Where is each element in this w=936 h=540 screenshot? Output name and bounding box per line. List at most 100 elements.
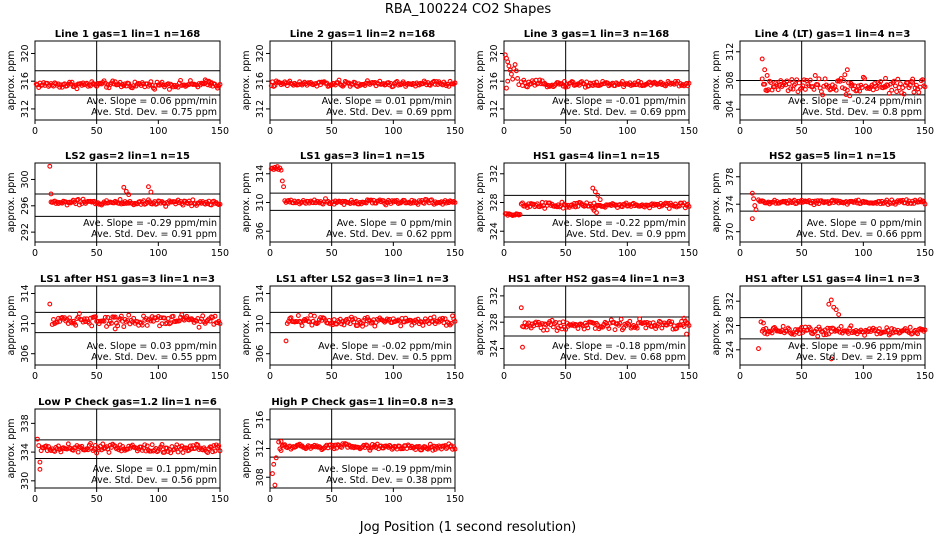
x-tick-label: 50 — [326, 371, 338, 382]
stddev-annotation: Ave. Std. Dev. = 2.19 ppm — [796, 352, 922, 363]
data-series — [749, 190, 928, 222]
x-tick-label: 0 — [32, 371, 38, 382]
data-point — [922, 327, 928, 333]
data-point — [885, 202, 891, 207]
data-point — [828, 356, 834, 362]
x-tick-label: 50 — [560, 126, 572, 137]
data-point — [102, 314, 108, 320]
x-tick-label: 100 — [149, 371, 167, 382]
data-point — [758, 319, 764, 325]
data-point — [544, 327, 550, 333]
data-point — [807, 77, 813, 83]
data-point — [524, 84, 530, 90]
slope-annotation: Ave. Slope = -0.29 ppm/min — [83, 218, 217, 229]
x-tick-label: 100 — [384, 494, 402, 505]
stddev-annotation: Ave. Std. Dev. = 0.75 ppm — [91, 107, 217, 118]
data-point — [791, 331, 797, 337]
data-series — [268, 77, 458, 90]
data-point — [912, 85, 918, 91]
panel-1: Line 1 gas=1 lin=1 n=168 0 50 100 150 312 316 3… — [6, 29, 229, 137]
data-point — [278, 438, 284, 444]
x-tick-label: 0 — [501, 248, 507, 259]
data-point — [311, 313, 317, 319]
x-tick-label: 150 — [446, 126, 464, 137]
y-tick-label: 320 — [20, 44, 31, 62]
panel-title: High P Check gas=1 lin=0.8 n=3 — [271, 397, 453, 408]
data-point — [217, 321, 223, 327]
slope-annotation: Ave. Slope = 0 ppm/min — [337, 218, 452, 229]
data-point — [847, 93, 853, 99]
data-point — [895, 76, 901, 82]
data-point — [643, 325, 649, 331]
data-point — [179, 312, 185, 318]
panel-5: LS2 gas=2 lin=1 n=15 0 50 100 150 292 296 300ap… — [6, 151, 229, 259]
data-point — [75, 449, 81, 455]
data-point — [94, 450, 100, 456]
data-point — [508, 71, 514, 77]
data-point — [907, 324, 913, 330]
data-point — [430, 447, 436, 453]
data-point — [217, 81, 223, 87]
data-point — [594, 210, 599, 216]
y-tick-label: 306 — [20, 345, 31, 363]
panel-title: LS2 gas=2 lin=1 n=15 — [65, 151, 190, 162]
y-tick-label: 324 — [489, 339, 500, 357]
x-tick-label: 100 — [384, 126, 402, 137]
x-tick-label: 0 — [501, 371, 507, 382]
data-point — [681, 315, 687, 321]
y-tick-label: 332 — [489, 287, 500, 305]
data-point — [894, 89, 900, 95]
data-point — [196, 324, 202, 330]
data-point — [844, 87, 850, 93]
data-point — [542, 205, 548, 211]
data-point — [789, 77, 795, 83]
data-point — [139, 322, 145, 328]
panel-10: LS1 after LS2 gas=3 lin=1 n=3 0 50 100 150 30… — [241, 274, 464, 382]
y-tick-label: 310 — [255, 315, 266, 333]
data-point — [807, 326, 813, 332]
panel-9: LS1 after HS1 gas=3 lin=1 n=3 0 50 100 150 30… — [6, 274, 229, 382]
data-point — [759, 76, 765, 82]
data-point — [126, 192, 132, 198]
data-point — [821, 332, 827, 338]
y-tick-label: 306 — [255, 345, 266, 363]
data-point — [597, 197, 603, 203]
x-tick-label: 100 — [618, 126, 636, 137]
data-series — [283, 312, 458, 344]
x-tick-label: 150 — [211, 248, 229, 259]
data-point — [109, 320, 114, 326]
data-point — [885, 327, 891, 333]
data-point — [920, 77, 925, 83]
data-point — [889, 326, 895, 332]
y-axis-label: approx. ppm — [475, 50, 486, 110]
data-point — [447, 78, 453, 84]
data-point — [117, 316, 123, 322]
slope-annotation: Ave. Slope = -0.22 ppm/min — [552, 218, 686, 229]
y-tick-label: 300 — [20, 170, 31, 188]
data-point — [448, 321, 454, 326]
data-series — [33, 77, 223, 92]
y-tick-label: 316 — [255, 411, 266, 429]
y-tick-label: 312 — [725, 43, 736, 61]
y-tick-label: 304 — [725, 100, 736, 118]
data-point — [43, 443, 49, 449]
data-point — [762, 330, 768, 336]
panel-4: Line 4 (LT) gas=1 lin=4 n=3 0 50 100 150 304 3… — [711, 29, 934, 137]
data-point — [101, 318, 107, 324]
data-point — [155, 313, 161, 319]
y-tick-label: 370 — [725, 223, 736, 241]
x-tick-label: 50 — [91, 371, 103, 382]
panel-title: HS2 gas=5 lin=1 n=15 — [769, 151, 896, 162]
data-point — [67, 315, 72, 321]
data-point — [634, 325, 640, 331]
slope-annotation: Ave. Slope = 0.1 ppm/min — [93, 464, 217, 475]
panel-title: Line 2 gas=1 lin=2 n=168 — [290, 29, 436, 40]
y-tick-label: 310 — [255, 193, 266, 211]
y-tick-label: 332 — [725, 292, 736, 310]
stddev-annotation: Ave. Std. Dev. = 0.55 ppm — [91, 352, 217, 363]
data-point — [823, 332, 829, 338]
data-point — [159, 442, 165, 447]
data-point — [800, 83, 806, 89]
data-point — [175, 84, 181, 90]
